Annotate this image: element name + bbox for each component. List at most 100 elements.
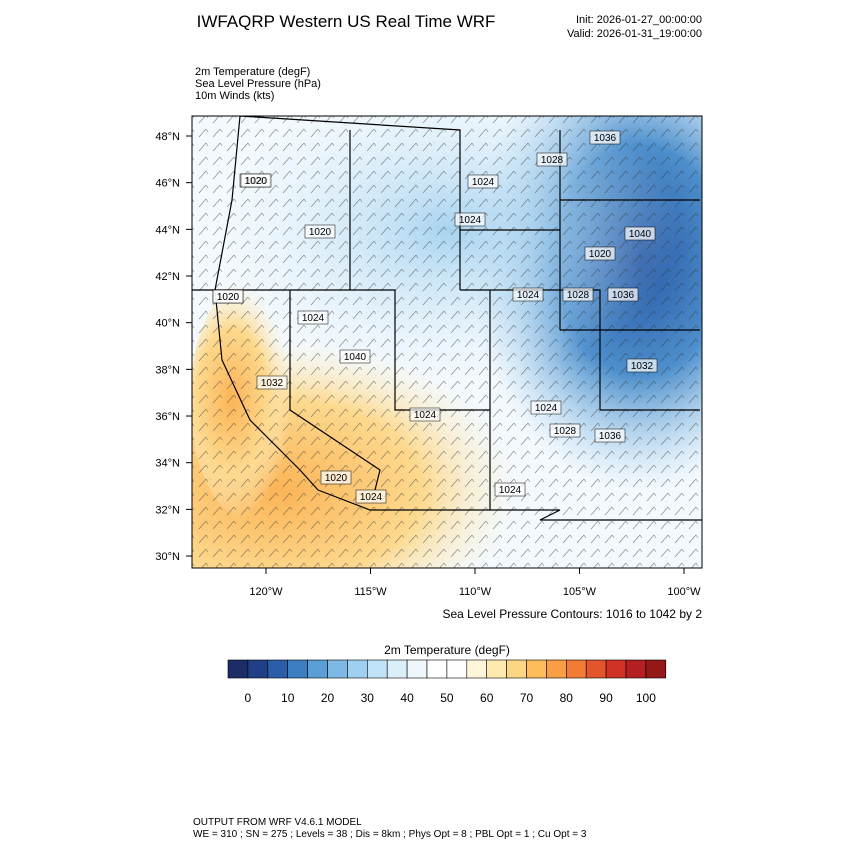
contour-label: 1024 [472, 177, 495, 188]
lon-label: 120°W [249, 586, 283, 598]
contour-label-box [256, 375, 288, 390]
lon-label: 100°W [667, 586, 701, 598]
colorbar-box [466, 659, 487, 679]
colorbar-box [227, 659, 249, 679]
contour-labels: 1020 1024 1024 1020 1036 1020 1024 1040 1032 1020… [212, 130, 658, 504]
contour-label-box [212, 289, 244, 304]
contour-label: 1024 [535, 403, 558, 414]
contour-label: 1036 [599, 431, 622, 442]
contour-label: 1028 [541, 155, 564, 166]
colorbar-box [605, 659, 627, 679]
contour-label: 1028 [567, 290, 590, 301]
contour-label: 1020 [217, 292, 240, 303]
contour-label: 1020 [325, 473, 348, 484]
contour-label: 1040 [629, 229, 652, 240]
contour-label-box [530, 400, 562, 415]
contour-label: 1024 [499, 485, 522, 496]
lat-label: 34°N [155, 458, 180, 470]
lon-label: 105°W [563, 586, 597, 598]
footer-line: WE = 310 ; SN = 275 ; Levels = 38 ; Dis … [193, 829, 587, 840]
contour-label-box [240, 173, 272, 188]
colorbar: 0 10 20 30 40 50 60 70 80 90 100 [227, 659, 667, 705]
field-label: 10m Winds (kts) [195, 90, 274, 102]
contour-label: 1020 [309, 227, 332, 238]
contour-label: 1036 [612, 290, 635, 301]
field-list: 2m Temperature (degF)Sea Level Pressure … [195, 66, 321, 102]
colorbar-box [287, 659, 308, 679]
colorbar-box [585, 659, 607, 679]
colorbar-tick-label: 70 [520, 691, 534, 705]
lat-label: 30°N [155, 551, 180, 563]
contour-label-box [624, 226, 656, 241]
field-label: Sea Level Pressure (hPa) [195, 78, 321, 90]
contour-label-box [589, 130, 621, 145]
colorbar-box [267, 659, 288, 679]
footer-line: OUTPUT FROM WRF V4.6.1 MODEL [193, 817, 362, 828]
contour-label: 1036 [594, 133, 617, 144]
contour-label: 1024 [360, 492, 383, 503]
contour-label-box [607, 287, 639, 302]
lat-label: 38°N [155, 364, 180, 376]
contour-note: Sea Level Pressure Contours: 1016 to 104… [443, 607, 703, 621]
contour-label: 1040 [344, 352, 367, 363]
colorbar-tick-label: 90 [599, 691, 613, 705]
map-frame [191, 115, 703, 569]
contour-label: 1024 [517, 290, 540, 301]
contour-label: 1020 [589, 249, 612, 260]
contour-label-box [467, 174, 499, 189]
colorbar-box [406, 659, 428, 679]
contour-label-box [494, 482, 526, 497]
contour-label-box [454, 212, 486, 227]
colorbar-tick-label: 30 [361, 691, 375, 705]
valid-time: Valid: 2026-01-31_19:00:00 [567, 28, 702, 40]
contour-label: 1024 [302, 313, 325, 324]
contour-label: 1024 [414, 410, 437, 421]
axes: 48°N 46°N 44°N 42°N 40°N 38°N 36°N 34°N 32°N 30°N… [155, 131, 701, 598]
lat-label: 46°N [155, 178, 180, 190]
colorbar-box [307, 659, 328, 679]
colorbar-title: 2m Temperature (degF) [384, 643, 510, 657]
lat-label: 48°N [155, 131, 180, 143]
contour-label-box [297, 310, 329, 325]
contour-label: 1028 [554, 426, 577, 437]
contour-label-box [512, 287, 544, 302]
lat-label: 44°N [155, 224, 180, 236]
colorbar-tick-label: 50 [440, 691, 454, 705]
field-label: 2m Temperature (degF) [195, 66, 310, 78]
colorbar-box [506, 659, 527, 679]
wind-barbs [192, 116, 702, 568]
contour-label-box [562, 287, 594, 302]
contour-label: 1032 [631, 361, 654, 372]
contour-label-box [409, 407, 441, 422]
contour-label-box [355, 489, 387, 504]
contour-label-box [339, 349, 371, 364]
colorbar-box [526, 659, 547, 679]
colorbar-tick-label: 10 [281, 691, 295, 705]
colorbar-box [386, 659, 408, 679]
lon-label: 110°W [459, 586, 492, 598]
state-borders [192, 116, 702, 521]
contour-label-box [304, 224, 336, 239]
init-time: Init: 2026-01-27_00:00:00 [576, 14, 702, 26]
contour-label-box [549, 423, 581, 438]
colorbar-box [426, 659, 448, 679]
colorbar-box [645, 659, 667, 679]
contour-label-box [626, 358, 658, 373]
contour-label: 1032 [261, 378, 284, 389]
contour-label: 1024 [459, 215, 482, 226]
lat-label: 36°N [155, 411, 180, 423]
contour-label: 1020 [245, 176, 268, 187]
colorbar-box [546, 659, 567, 679]
colorbar-tick-label: 0 [245, 691, 252, 705]
colorbar-box [327, 659, 348, 679]
lon-label: 115°W [354, 586, 387, 598]
colorbar-tick-label: 40 [400, 691, 414, 705]
colorbar-box [486, 659, 507, 679]
contour-label-box [594, 428, 626, 443]
colorbar-box [347, 659, 368, 679]
lat-label: 40°N [155, 318, 180, 330]
colorbar-tick-label: 20 [321, 691, 335, 705]
lat-label: 32°N [155, 504, 180, 516]
